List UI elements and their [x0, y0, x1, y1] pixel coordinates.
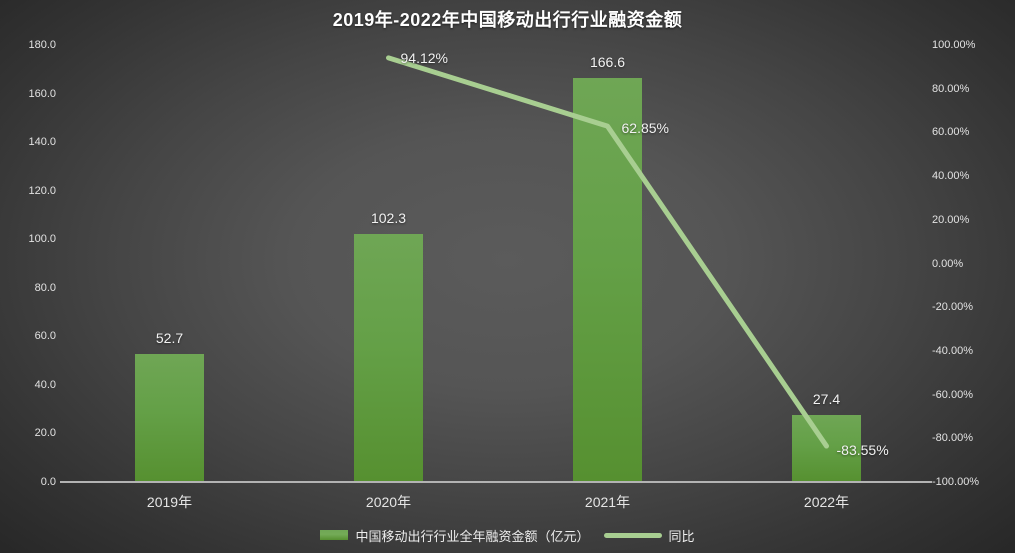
legend-item-bar-series: 中国移动出行行业全年融资金额（亿元）	[320, 526, 590, 545]
legend-bar-label: 中国移动出行行业全年融资金额（亿元）	[355, 528, 590, 544]
legend-item-line-series: 同比	[603, 526, 695, 545]
line-point-label: -83.55%	[836, 442, 889, 459]
legend-line-label: 同比	[668, 528, 695, 544]
y-axis-tick-left: 140.0	[28, 136, 56, 149]
y-axis-tick-right: -80.00%	[932, 432, 973, 445]
legend-line-swatch-icon	[603, 532, 662, 538]
y-axis-tick-left: 160.0	[28, 87, 56, 100]
y-axis-tick-left: 60.0	[34, 330, 56, 343]
y-axis-tick-right: 20.00%	[932, 213, 970, 226]
y-axis-tick-left: 20.0	[34, 427, 56, 440]
chart-title: 2019年-2022年中国移动出行行业融资金额	[332, 10, 683, 30]
y-axis-tick-right: -60.00%	[932, 388, 973, 401]
bar-value-label: 102.3	[370, 209, 407, 226]
y-axis-tick-right: 100.00%	[932, 39, 976, 51]
bar-value-label: 52.7	[155, 330, 184, 347]
y-axis-tick-right: 0.00%	[932, 257, 964, 270]
legend-bar-swatch-icon	[320, 530, 349, 540]
x-axis-label: 2020年	[365, 494, 412, 510]
x-axis-label: 2021年	[584, 494, 631, 510]
y-axis-tick-left: 40.0	[34, 378, 56, 391]
bar-2019	[135, 354, 204, 482]
y-axis-tick-right: 80.00%	[932, 82, 970, 95]
y-axis-tick-right: 60.00%	[932, 126, 970, 139]
bar-value-label: 166.6	[589, 53, 626, 70]
y-axis-tick-right: -100.00%	[932, 476, 980, 488]
bar-2020	[354, 233, 423, 482]
y-axis-tick-left: 120.0	[28, 184, 56, 197]
x-axis-label: 2019年	[146, 494, 193, 510]
bar-value-label: 27.4	[812, 391, 841, 408]
x-axis-line	[60, 481, 932, 483]
bar-2021	[573, 77, 642, 482]
line-point-label: 62.85%	[621, 120, 669, 137]
y-axis-tick-left: 0.0	[40, 476, 56, 488]
y-axis-tick-left: 80.0	[34, 281, 56, 294]
y-axis-tick-right: -40.00%	[932, 344, 973, 357]
y-axis-tick-right: -20.00%	[932, 301, 973, 314]
x-axis-label: 2022年	[803, 494, 850, 510]
line-point-label: 94.12%	[400, 49, 448, 66]
legend: 中国移动出行行业全年融资金额（亿元） 同比	[0, 524, 1015, 546]
y-axis-tick-left: 100.0	[28, 233, 56, 246]
y-axis-tick-left: 180.0	[28, 39, 56, 51]
y-axis-tick-right: 40.00%	[932, 170, 970, 183]
